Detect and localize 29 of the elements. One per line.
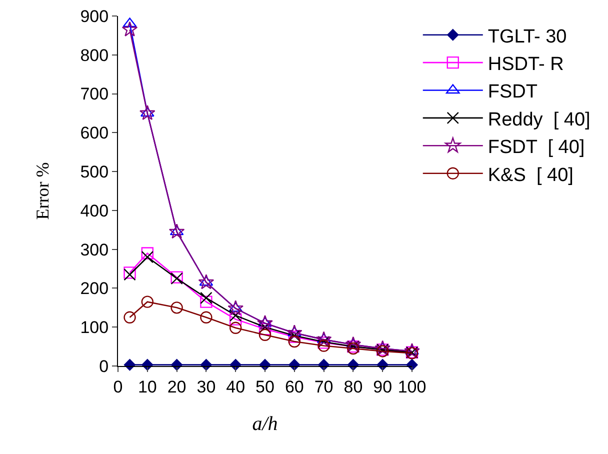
x-tick-label: 40 bbox=[226, 377, 246, 396]
y-tick-label: 800 bbox=[80, 46, 109, 65]
x-tick-label: 0 bbox=[113, 377, 123, 396]
legend-label: FSDT [ 40] bbox=[488, 137, 585, 158]
y-tick-label: 0 bbox=[99, 356, 109, 376]
x-tick-label: 100 bbox=[398, 377, 426, 396]
y-tick-label: 400 bbox=[80, 201, 109, 220]
x-tick-label: 90 bbox=[373, 377, 392, 396]
x-tick-label: 30 bbox=[196, 377, 216, 396]
x-axis-title: a/h bbox=[252, 412, 278, 435]
y-tick-label: 700 bbox=[80, 84, 109, 104]
y-tick-label: 100 bbox=[80, 318, 109, 338]
x-tick-label: 10 bbox=[138, 377, 157, 396]
y-axis-title: Error % bbox=[32, 162, 52, 220]
y-tick-label: 900 bbox=[80, 6, 109, 26]
legend-label: K&S [ 40] bbox=[488, 164, 574, 186]
x-tick-label: 60 bbox=[284, 377, 304, 396]
x-tick-label: 80 bbox=[344, 377, 363, 396]
y-tick-label: 500 bbox=[80, 162, 109, 182]
legend-label: HSDT- R bbox=[488, 54, 564, 75]
x-tick-label: 70 bbox=[314, 377, 334, 396]
x-tick-label: 20 bbox=[167, 377, 186, 396]
y-tick-label: 600 bbox=[80, 124, 109, 143]
legend-label: TGLT- 30 bbox=[488, 26, 567, 48]
legend-label: Reddy [ 40] bbox=[488, 109, 590, 130]
y-tick-label: 200 bbox=[80, 279, 109, 298]
x-tick-label: 50 bbox=[256, 377, 274, 396]
y-tick-label: 300 bbox=[80, 240, 109, 260]
legend-label: FSDT bbox=[488, 82, 538, 103]
